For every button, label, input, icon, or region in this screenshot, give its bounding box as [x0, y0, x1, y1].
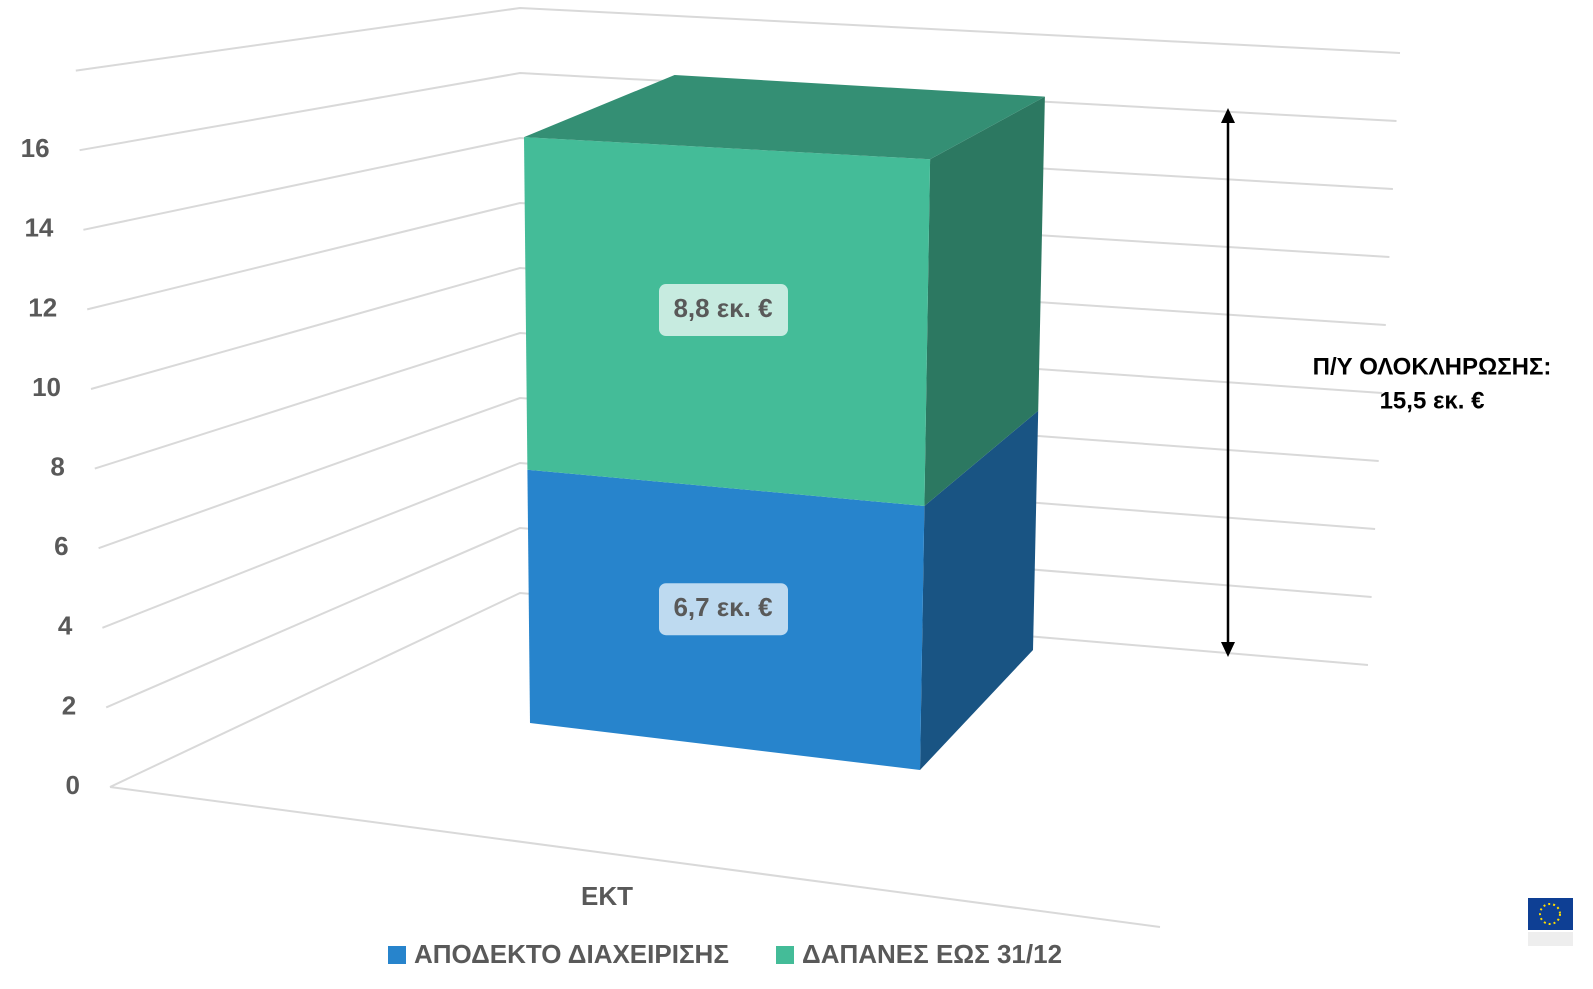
y-tick-label: 16 — [21, 133, 50, 163]
data-label: 6,7 εκ. € — [673, 592, 772, 622]
grid-line — [102, 461, 1376, 629]
y-tick-label: 4 — [58, 611, 73, 641]
annotation: Π/Υ ΟΛΟΚΛΗΡΩΣΗΣ: — [1313, 353, 1552, 380]
y-tick-label: 10 — [32, 372, 61, 402]
bar-side — [924, 96, 1045, 506]
x-tick-label: ΕΚΤ — [581, 881, 633, 911]
labels: 0 2 4 6 8 10 12 14 16 ΕΚΤ 6,7 εκ. € 8,8 εκ. € ΑΠΟΔΕΚ… — [21, 133, 1062, 969]
y-tick-label: 8 — [50, 451, 64, 481]
y-tick-label: 2 — [62, 690, 76, 720]
legend-label: ΔΑΠΑΝΕΣ ΕΩΣ 31/12 — [802, 939, 1062, 969]
bars — [524, 75, 1045, 770]
grid-line — [105, 526, 1372, 709]
grid-line — [109, 591, 1369, 788]
y-tick-label: 0 — [66, 770, 80, 800]
floor-edge — [109, 786, 1161, 928]
bar-side — [920, 410, 1039, 770]
data-label-box — [659, 284, 788, 337]
total-arrow — [1221, 108, 1235, 657]
annotation: 15,5 εκ. € — [1380, 387, 1485, 414]
legend-swatch — [388, 946, 406, 964]
eu-logo — [1528, 898, 1573, 946]
wall-edge — [75, 6, 1401, 72]
data-label-box — [659, 583, 788, 636]
bar-top — [524, 75, 1045, 160]
grid-line — [86, 201, 1390, 311]
grid-line — [98, 396, 1379, 550]
grid-line — [90, 266, 1386, 390]
grid-line — [83, 136, 1393, 231]
walls — [75, 6, 1401, 928]
legend-swatch — [776, 946, 794, 964]
y-tick-label: 6 — [54, 531, 68, 561]
data-label: 8,8 εκ. € — [673, 293, 772, 323]
grid-line — [79, 71, 1397, 152]
legend-label: ΑΠΟΔΕΚΤΟ ΔΙΑΧΕΙΡΙΣΗΣ — [414, 939, 729, 969]
grid-line — [94, 331, 1383, 470]
y-tick-label: 12 — [28, 292, 57, 322]
y-tick-label: 14 — [24, 213, 53, 243]
